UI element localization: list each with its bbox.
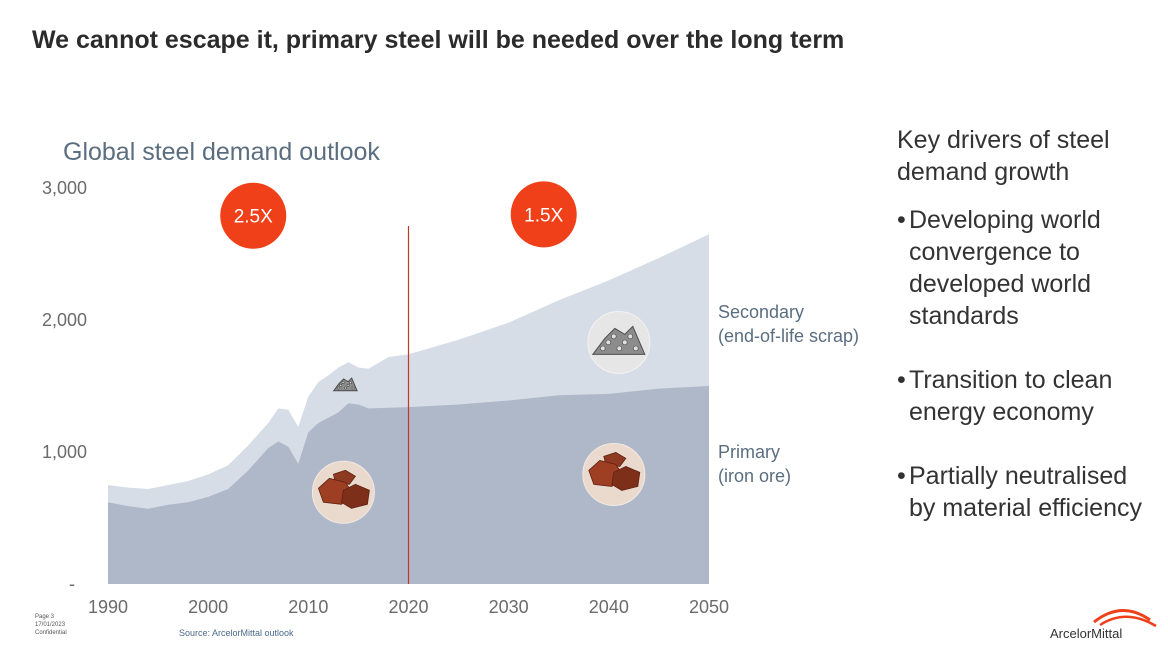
x-tick-label: 2020 [388, 597, 428, 617]
scrap-piece [605, 339, 611, 346]
scrap-pile [332, 377, 358, 392]
chart-title: Global steel demand outlook [63, 138, 380, 166]
driver-item: • Transition to clean energy economy [897, 364, 1159, 428]
x-tick-label: 1990 [88, 597, 128, 617]
y-tick-label: 3,000 [42, 178, 87, 198]
x-tick-label: 2030 [489, 597, 529, 617]
drivers-heading: Key drivers of steel demand growth [897, 126, 1110, 186]
confidential-label: Confidential [35, 630, 67, 636]
driver-text: Developing world convergence to develope… [909, 206, 1101, 330]
scrap-piece [600, 345, 606, 352]
series-label-detail: (end-of-life scrap) [718, 326, 859, 346]
scrap-piece [341, 381, 345, 385]
series-label-detail: (iron ore) [718, 466, 791, 486]
scrap-pile-small-icon [332, 377, 358, 392]
bullet-icon: • [897, 462, 906, 490]
scrap-piece [349, 381, 353, 385]
driver-item: • Partially neutralised by material effi… [897, 460, 1159, 524]
steel-demand-chart: 2.5X 1.5X 3,000 2,000 1,000 - 1990 2000 2010 20… [42, 178, 859, 617]
ore-rock [340, 483, 370, 509]
scrap-piece [351, 386, 355, 390]
key-drivers-panel: Key drivers of steel demand growth • Dev… [897, 124, 1159, 556]
bullet-icon: • [897, 366, 906, 394]
scrap-piece [633, 345, 639, 352]
growth-badge: 1.5X [510, 181, 577, 248]
scrap-piece [344, 386, 348, 390]
bullet-icon: • [897, 206, 906, 234]
ore-rock [611, 465, 641, 491]
scrap-pile-icon [587, 310, 651, 374]
y-tick-label: - [69, 574, 75, 594]
growth-badge-label: 2.5X [234, 207, 273, 228]
arcelormittal-logo: ArcelorMittal [1050, 600, 1157, 644]
x-tick-label: 2040 [589, 597, 629, 617]
series-label-name: Secondary [718, 302, 804, 322]
growth-badge-label: 1.5X [524, 205, 563, 226]
growth-badge-circle [510, 181, 577, 248]
scrap-piece [339, 383, 343, 387]
scrap-piece [611, 333, 617, 340]
drivers-list: • Developing world convergence to develo… [897, 204, 1159, 524]
scrap-piece [616, 345, 622, 352]
driver-text: Transition to clean energy economy [909, 366, 1113, 426]
x-tick-label: 2010 [288, 597, 328, 617]
logo-swoosh-icon [1093, 609, 1157, 628]
footer-meta: Page 3 17/01/2023 Confidential [35, 613, 67, 637]
scrap-piece [622, 339, 628, 346]
growth-badge-circle [220, 182, 287, 249]
iron-ore-icon [582, 442, 646, 506]
scrap-piece [627, 333, 633, 340]
scrap-piece [336, 386, 340, 390]
y-tick-label: 1,000 [42, 442, 87, 462]
scrap-piece [346, 383, 350, 387]
x-tick-label: 2000 [188, 597, 228, 617]
logo-text: ArcelorMittal [1050, 626, 1123, 641]
driver-item: • Developing world convergence to develo… [897, 204, 1159, 332]
y-tick-label: 2,000 [42, 310, 87, 330]
page-number: Page 3 [35, 614, 55, 620]
source-note: Source: ArcelorMittal outlook [179, 628, 294, 638]
x-tick-label: 2050 [689, 597, 729, 617]
slide-title: We cannot escape it, primary steel will … [32, 26, 845, 54]
series-label-name: Primary [718, 442, 780, 462]
driver-text: Partially neutralised by material effici… [909, 462, 1142, 522]
slide-date: 17/01/2023 [35, 622, 66, 628]
growth-badge: 2.5X [220, 182, 287, 249]
iron-ore-icon [311, 460, 375, 524]
scrap-pile [591, 325, 646, 355]
